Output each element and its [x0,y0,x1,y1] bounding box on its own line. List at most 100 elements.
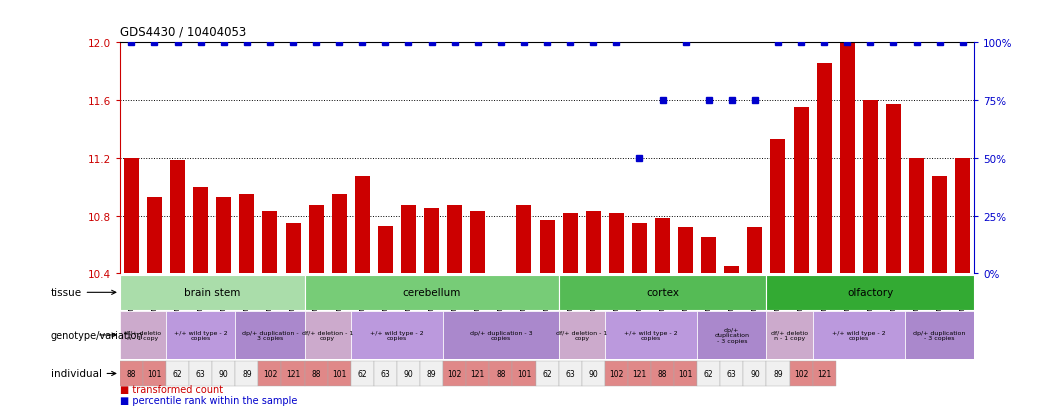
Bar [536,361,559,386]
Bar [790,361,813,386]
Text: 90: 90 [750,369,760,378]
Bar [170,161,185,274]
Text: 101: 101 [332,369,346,378]
Bar [697,361,720,386]
Bar [258,361,281,386]
Text: +/+ wild type - 2
copies: +/+ wild type - 2 copies [370,330,424,341]
Bar [351,361,374,386]
Bar [604,311,697,359]
Text: cortex: cortex [646,287,679,298]
Bar [263,211,277,274]
Text: 62: 62 [542,369,552,378]
Text: 121: 121 [817,369,832,378]
Text: dp/+ duplication - 3
copies: dp/+ duplication - 3 copies [470,330,532,341]
Bar [240,195,254,274]
Bar [354,177,370,274]
Bar [189,361,213,386]
Bar [120,311,166,359]
Bar [466,361,490,386]
Text: 63: 63 [196,369,205,378]
Text: 89: 89 [773,369,783,378]
Text: 102: 102 [447,369,462,378]
Text: ■ transformed count: ■ transformed count [120,385,223,394]
Bar [604,361,628,386]
Bar [933,177,947,274]
Bar [304,361,327,386]
Bar [193,187,208,274]
Text: dp/+ duplication
- 3 copies: dp/+ duplication - 3 copies [914,330,966,341]
Text: 63: 63 [727,369,737,378]
Text: 102: 102 [263,369,277,378]
Bar [586,211,601,274]
Bar [909,158,924,274]
Text: 88: 88 [496,369,505,378]
Text: 90: 90 [219,369,228,378]
Text: 101: 101 [517,369,531,378]
Bar [631,223,647,274]
Bar [147,197,162,274]
Text: individual: individual [51,368,116,379]
Text: 102: 102 [794,369,809,378]
Text: 63: 63 [380,369,391,378]
Bar [166,311,235,359]
Bar [840,43,854,274]
Text: cerebellum: cerebellum [402,287,461,298]
Bar [563,213,577,274]
Text: 88: 88 [127,369,137,378]
Text: 102: 102 [610,369,623,378]
Text: genotype/variation: genotype/variation [51,330,143,340]
Bar [724,267,739,274]
Bar [794,107,809,274]
Text: GDS4430 / 10404053: GDS4430 / 10404053 [120,26,246,38]
Bar [767,361,790,386]
Bar [813,311,905,359]
Bar [770,140,786,274]
Bar [817,64,832,274]
Bar [308,206,324,274]
Text: 88: 88 [658,369,667,378]
Bar [559,361,581,386]
Text: +/+ wild type - 2
copies: +/+ wild type - 2 copies [174,330,227,341]
Text: 89: 89 [242,369,252,378]
Text: 121: 121 [471,369,485,378]
Bar [217,197,231,274]
Text: 62: 62 [357,369,367,378]
Bar [443,311,559,359]
Bar [124,158,139,274]
Bar [490,361,513,386]
Bar [443,361,466,386]
Text: 121: 121 [632,369,646,378]
Bar [470,211,486,274]
Bar [401,206,416,274]
Bar [447,206,463,274]
Bar [956,158,970,274]
Text: df/+ deletio
n - 1 copy: df/+ deletio n - 1 copy [771,330,809,341]
Text: +/+ wild type - 2
copies: +/+ wild type - 2 copies [832,330,886,341]
Bar [327,361,351,386]
Bar [286,223,300,274]
Bar [674,361,697,386]
Bar [235,311,304,359]
Bar [581,361,604,386]
Text: 90: 90 [589,369,598,378]
Bar [886,104,901,274]
Bar [378,226,393,274]
Text: 89: 89 [427,369,437,378]
Text: df/+ deletion - 1
copy: df/+ deletion - 1 copy [302,330,353,341]
Text: 88: 88 [312,369,321,378]
Bar [747,228,763,274]
Bar [281,361,304,386]
Bar [813,361,836,386]
Bar [304,311,351,359]
Bar [559,275,767,310]
Text: df/+ deletion - 1
copy: df/+ deletion - 1 copy [556,330,607,341]
Bar [424,209,439,274]
Text: 101: 101 [147,369,162,378]
Bar [374,361,397,386]
Bar [397,361,420,386]
Bar [559,311,604,359]
Text: 62: 62 [173,369,182,378]
Bar [655,219,670,274]
Text: dp/+ duplication -
3 copies: dp/+ duplication - 3 copies [242,330,298,341]
Text: df/+ deletio
n - 1 copy: df/+ deletio n - 1 copy [124,330,162,341]
